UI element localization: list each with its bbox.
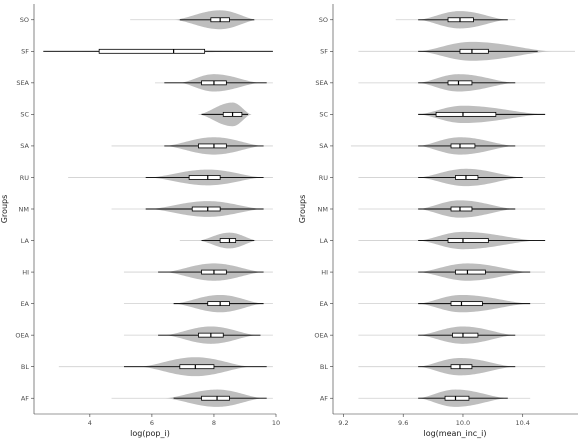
box-iqr xyxy=(455,269,486,275)
y-tick-label: EA xyxy=(20,300,29,308)
y-tick-label: SA xyxy=(20,142,29,150)
box-iqr xyxy=(98,48,206,54)
violin-group-sa: SA xyxy=(20,137,273,155)
violin-group-la: LA xyxy=(320,231,546,250)
y-tick-label: SA xyxy=(319,142,328,150)
violin-group-ea: EA xyxy=(319,294,546,313)
box-iqr xyxy=(435,111,497,117)
box-iqr xyxy=(450,364,473,370)
violin-group-ru: RU xyxy=(20,169,273,186)
y-tick-label: SC xyxy=(319,111,328,119)
violin-group-oea: OEA xyxy=(15,326,273,344)
x-tick-label: 6 xyxy=(150,419,154,427)
y-tick-label: RU xyxy=(319,174,329,182)
box-iqr xyxy=(452,332,479,338)
box-iqr xyxy=(450,143,476,149)
y-tick-label: RU xyxy=(20,174,30,182)
y-tick-label: SO xyxy=(20,16,29,24)
y-tick-label: LA xyxy=(21,237,30,245)
violin-group-nm: NM xyxy=(19,201,273,217)
y-tick-label: LA xyxy=(320,237,329,245)
box-iqr xyxy=(179,364,215,370)
violin-group-sc: SC xyxy=(319,105,546,124)
x-tick-label: 4 xyxy=(88,419,92,427)
box-iqr xyxy=(450,301,483,307)
violin-group-oea: OEA xyxy=(314,326,546,344)
x-tick-label: 10.0 xyxy=(456,419,470,427)
box-iqr xyxy=(201,395,230,401)
box-iqr xyxy=(447,238,489,243)
y-tick-label: AF xyxy=(320,395,328,403)
y-tick-label: SF xyxy=(320,48,328,56)
violin-group-sf: SF xyxy=(21,48,273,56)
violin-group-sc: SC xyxy=(20,102,252,127)
box-iqr xyxy=(455,175,479,180)
x-axis-title: log(pop_i) xyxy=(130,429,170,438)
violin-group-ea: EA xyxy=(20,294,273,313)
y-tick-label: SO xyxy=(319,16,328,24)
violin-group-sea: SEA xyxy=(315,74,546,92)
x-tick-label: 10.4 xyxy=(515,419,529,427)
y-tick-label: HI xyxy=(22,268,29,276)
x-tick-label: 9.6 xyxy=(398,419,408,427)
y-tick-label: EA xyxy=(319,300,328,308)
y-tick-label: OEA xyxy=(15,331,29,339)
violin-group-so: SO xyxy=(20,10,273,30)
violin-group-bl: BL xyxy=(320,358,546,376)
y-tick-label: SEA xyxy=(16,79,29,87)
y-tick-label: NM xyxy=(318,205,328,213)
violin-group-af: AF xyxy=(320,389,531,407)
y-tick-label: OEA xyxy=(314,331,328,339)
x-tick-label: 10 xyxy=(272,419,280,427)
box-iqr xyxy=(188,175,221,180)
y-tick-label: SF xyxy=(21,48,29,56)
violin-group-nm: NM xyxy=(318,200,546,218)
y-tick-label: BL xyxy=(320,363,328,371)
violin-group-sea: SEA xyxy=(16,74,273,92)
violin-group-ru: RU xyxy=(319,168,546,187)
y-tick-label: BL xyxy=(21,363,29,371)
violin-group-af: AF xyxy=(21,389,273,407)
y-tick-label: SC xyxy=(20,111,29,119)
violin-group-bl: BL xyxy=(21,357,273,377)
box-iqr xyxy=(450,206,473,212)
box-iqr xyxy=(219,238,237,243)
y-axis-title: Groups xyxy=(0,195,9,224)
box-iqr xyxy=(459,48,489,54)
box-iqr xyxy=(444,395,470,401)
violin-group-hi: HI xyxy=(321,263,546,281)
box-iqr xyxy=(447,17,474,23)
violin-group-la: LA xyxy=(21,232,273,249)
violin-group-sa: SA xyxy=(319,137,546,155)
violin-group-sf: SF xyxy=(320,41,576,61)
box-iqr xyxy=(198,143,227,149)
violin-group-hi: HI xyxy=(22,263,273,281)
y-tick-label: NM xyxy=(19,205,29,213)
panel-right-mean-inc: 9.2 9.6 10.0 10.4 log(mean_inc_i) Groups SO SF S… xyxy=(298,4,578,438)
y-tick-label: HI xyxy=(321,268,328,276)
violin-group-so: SO xyxy=(319,11,516,29)
box-iqr xyxy=(447,80,473,86)
y-tick-label: SEA xyxy=(315,79,328,87)
box-iqr xyxy=(191,206,221,212)
panel-left-pop: 4 6 8 10 log(pop_i) Groups SO SF SEA SC SA RU NM LA HI… xyxy=(0,4,280,438)
y-axis-title: Groups xyxy=(298,195,307,224)
y-tick-label: AF xyxy=(21,395,29,403)
x-tick-label: 9.2 xyxy=(338,419,348,427)
box-iqr xyxy=(207,301,230,307)
x-tick-label: 8 xyxy=(212,419,216,427)
x-axis-title: log(mean_inc_i) xyxy=(423,429,486,438)
